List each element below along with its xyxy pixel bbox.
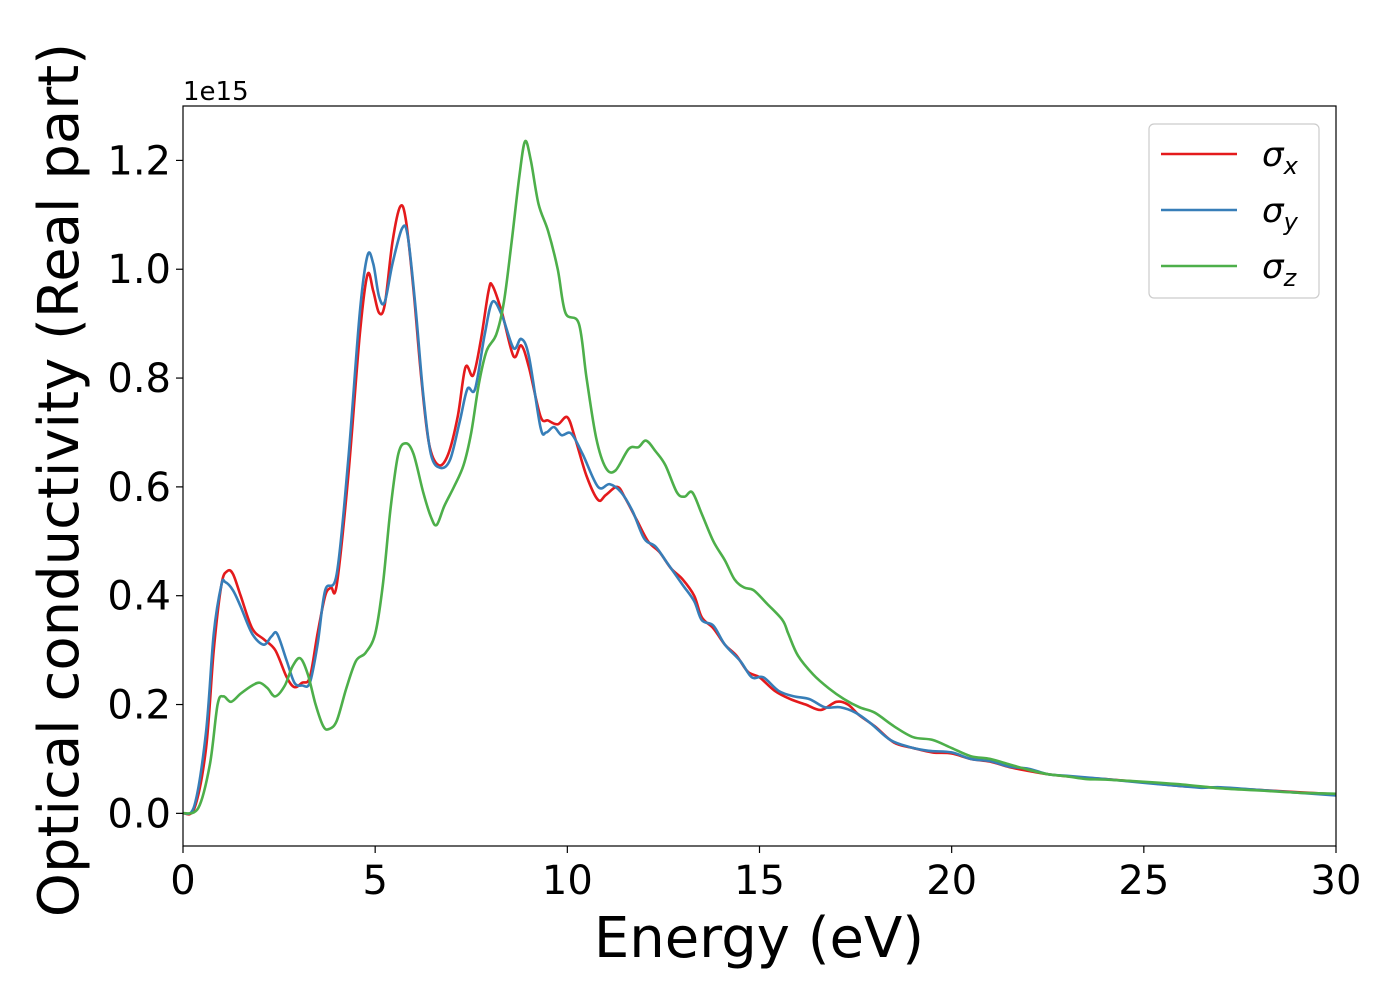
- y-tick-label: 1.0: [107, 247, 171, 293]
- y-offset-label: 1e15: [183, 77, 249, 107]
- legend-label-x: σx: [1262, 135, 1299, 180]
- series-line-y: [183, 224, 1336, 816]
- y-axis-label: Optical conductivity (Real part): [27, 43, 92, 917]
- series-line-z: [183, 139, 1336, 815]
- x-tick-label: 10: [542, 858, 593, 904]
- y-tick-label: 0.2: [107, 683, 171, 729]
- x-axis-label: Energy (eV): [594, 906, 924, 971]
- x-tick-label: 30: [1311, 858, 1362, 904]
- y-tick-label: 0.0: [107, 791, 171, 837]
- y-tick-label: 1.2: [107, 138, 171, 184]
- x-tick-label: 25: [1118, 858, 1169, 904]
- axes-layer: 0 5 10 15 20 25 30 0.0 0.2 0.4 0.6 0.8 1.0 1.2: [107, 105, 1362, 904]
- y-tick-label: 0.6: [107, 465, 171, 511]
- x-tick-label: 0: [170, 858, 195, 904]
- legend-label-z: σz: [1262, 247, 1298, 292]
- y-tick-label: 0.8: [107, 356, 171, 402]
- y-tick-label: 0.4: [107, 574, 171, 620]
- series-layer: [183, 139, 1336, 816]
- legend-label-y: σy: [1262, 191, 1299, 236]
- legend: σx σy σz: [1148, 123, 1320, 299]
- x-tick-label: 15: [734, 858, 785, 904]
- x-tick-label: 20: [926, 858, 977, 904]
- x-tick-label: 5: [362, 858, 387, 904]
